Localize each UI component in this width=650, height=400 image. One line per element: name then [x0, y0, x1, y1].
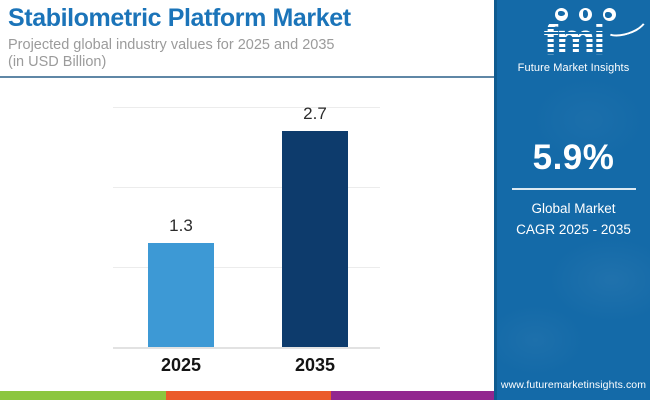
fmi-logo: fmi Future Market Insights — [497, 4, 650, 74]
brand-sidebar: fmi Future Market Insights 5.9% Global M… — [494, 0, 650, 400]
cagr-label-line-1: Global Market — [531, 201, 616, 216]
logo-company-name: Future Market Insights — [517, 62, 630, 74]
americas-globe-icon — [555, 8, 568, 21]
orange-stripe — [166, 391, 331, 400]
purple-stripe — [331, 391, 497, 400]
logo-globes-row — [509, 4, 650, 42]
axis-label-2025: 2025 — [160, 355, 202, 375]
cagr-divider — [511, 188, 636, 190]
green-stripe — [0, 391, 166, 400]
header: Stabilometric Platform Market Projected … — [8, 4, 488, 71]
bar-chart: 1.3 2025 2.7 2035 — [113, 104, 380, 375]
subtitle-line-1: Projected global industry values for 202… — [8, 36, 335, 53]
bar-2025 — [148, 243, 214, 347]
page-title: Stabilometric Platform Market — [8, 4, 351, 32]
bar-2035 — [282, 131, 348, 347]
fmi-wordmark: fmi — [539, 18, 608, 62]
footer-color-stripes — [0, 391, 497, 400]
subtitle-line-2: (in USD Billion) — [8, 53, 107, 70]
header-divider — [0, 76, 494, 78]
bar-value-label: 1.3 — [169, 216, 193, 235]
bar-value-label: 2.7 — [303, 104, 327, 123]
website-url: www.futuremarketinsights.com — [500, 379, 647, 391]
cagr-block: 5.9% Global Market CAGR 2025 - 2035 — [497, 138, 650, 241]
cagr-value: 5.9% — [532, 138, 615, 177]
fmi-stripe-pattern — [539, 22, 608, 59]
gridline-1 — [113, 267, 380, 268]
axis-label-2035: 2035 — [294, 355, 336, 375]
asia-globe-icon — [603, 8, 616, 21]
chart-subtitle: Projected global industry values for 202… — [8, 37, 488, 71]
europe-africa-globe-icon — [579, 8, 592, 21]
cagr-label: Global Market CAGR 2025 - 2035 — [497, 199, 650, 241]
gridline-3 — [113, 107, 380, 108]
gridline-2 — [113, 187, 380, 188]
cagr-label-line-2: CAGR 2025 - 2035 — [516, 221, 631, 237]
chart-panel: Stabilometric Platform Market Projected … — [0, 4, 497, 400]
bar-group-2035: 2.7 2035 — [282, 104, 348, 375]
bar-group-2025: 1.3 2025 — [148, 216, 214, 375]
